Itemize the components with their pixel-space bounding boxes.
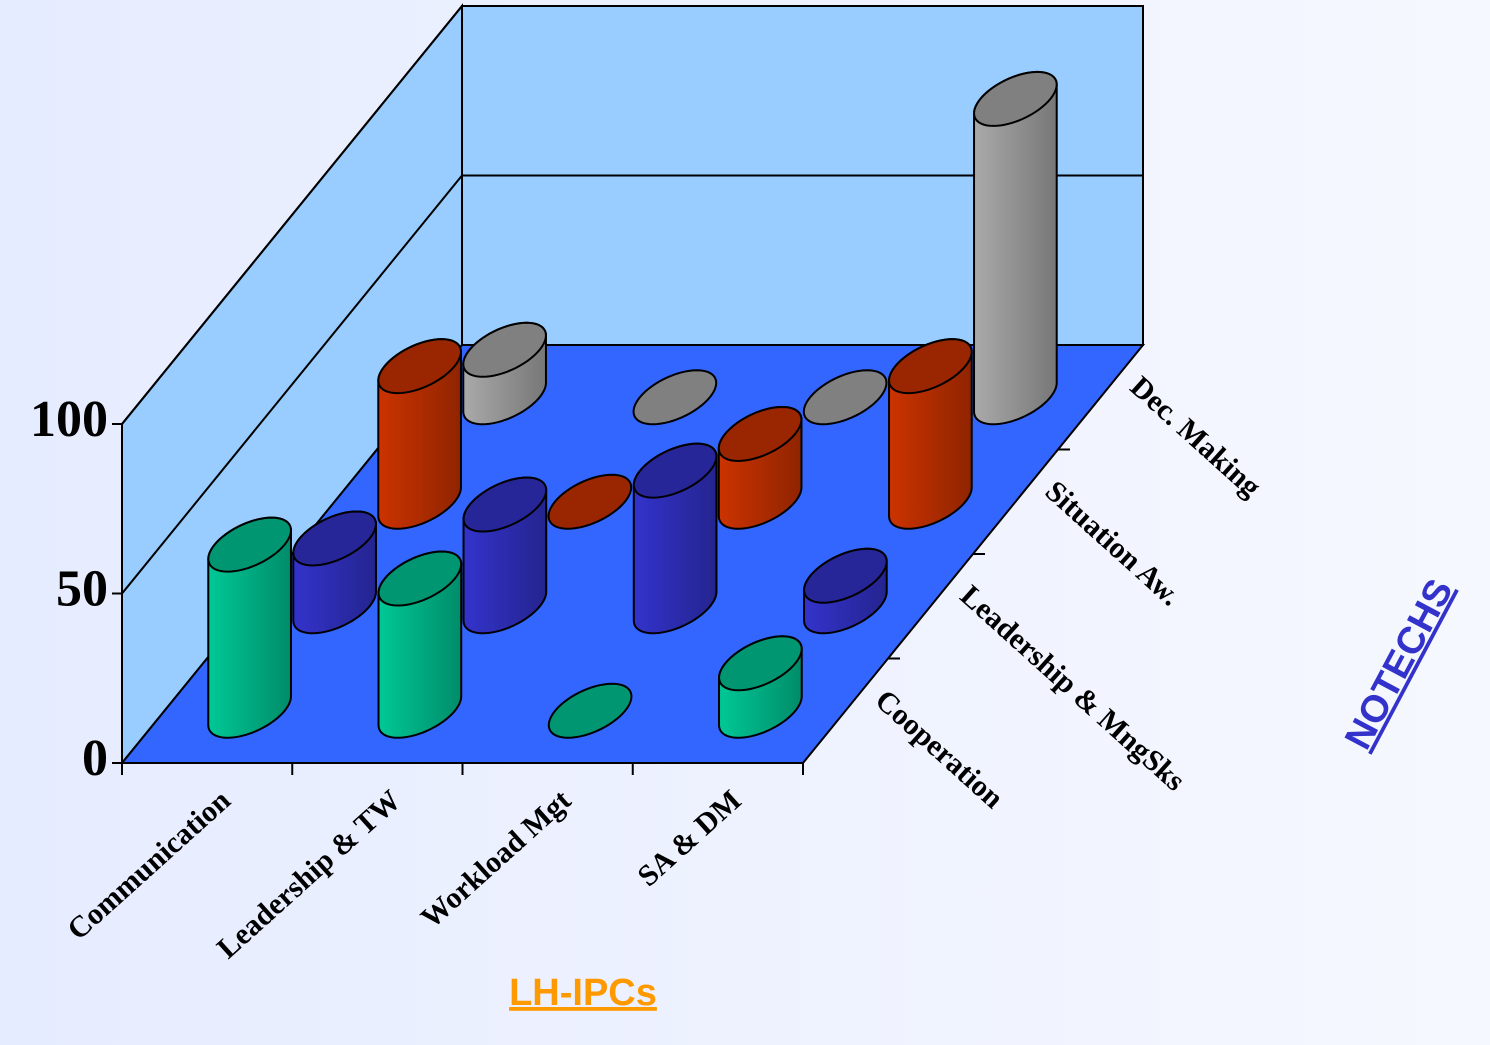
cylinder-top [632,369,718,426]
cylinder [292,510,377,635]
cylinder [377,338,462,530]
cylinder-top [802,369,888,426]
x-tick-label: Leadership & TW [211,784,407,965]
cylinder [462,476,548,635]
grid-line [121,5,1143,425]
cylinder-top [462,321,547,378]
cylinder-top [377,550,463,607]
x-tick-label: SA & DM [631,784,747,893]
grid-line [121,174,1143,595]
cylinder-top [718,635,803,692]
cylinder [377,550,463,739]
cylinder [462,321,547,426]
cylinder-top [888,338,973,395]
cylinder-top [377,338,462,395]
cylinder [802,369,888,426]
cylinder-top [547,682,633,739]
cylinder [803,547,888,635]
cylinder [547,682,633,739]
cylinder [717,405,803,530]
depth-axis-title: NOTECHS [1337,572,1461,756]
cylinder-top [632,442,718,499]
z-tick-label: Dec. Making [1124,370,1267,504]
cylinder-top [462,476,548,533]
x-tick-label: Communication [61,783,237,946]
y-tick-label: 100 [30,391,108,448]
cylinder-top [973,70,1058,127]
z-tick-label: Situation Aw. [1039,474,1187,612]
x-axis-title: LH-IPCs [509,972,657,1014]
floor [119,344,1146,764]
cylinder [718,635,803,739]
x-tick-label: Workload Mgt [415,784,578,935]
y-tick-label: 50 [56,560,108,617]
cylinder-top [717,405,803,462]
z-tick-label: Cooperation [869,683,1010,815]
cylinder [632,369,718,426]
y-tick-label: 0 [82,730,108,787]
cylinder [888,338,973,530]
cylinder-top [803,547,888,604]
z-tick-label: Leadership & MngSks [954,579,1192,798]
cylinder [547,473,633,530]
cylinder-top [292,510,377,567]
cylinder-top [547,473,633,530]
cylinder-top [207,516,292,573]
cylinder [973,70,1058,426]
cylinder [207,516,292,739]
cylinder [632,442,718,635]
